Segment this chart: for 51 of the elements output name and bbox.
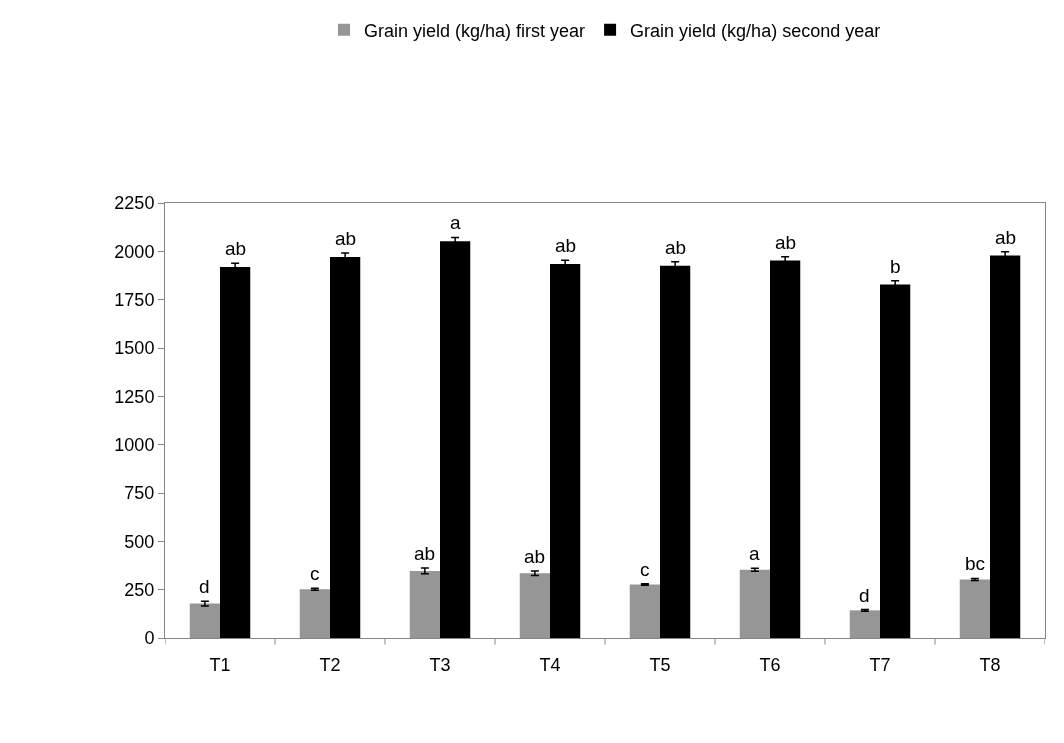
x-tick-label: T2 [319, 654, 341, 675]
bar [299, 589, 330, 638]
data-label: d [199, 576, 210, 597]
bar [220, 266, 251, 638]
y-tick-label: 1500 [114, 338, 155, 359]
y-tick-label: 750 [124, 483, 155, 504]
bar [739, 569, 770, 638]
y-tick-label: 2250 [114, 193, 155, 214]
y-tick-label: 500 [124, 531, 155, 552]
y-tick-label: 1000 [114, 434, 155, 455]
x-tick-label: T3 [429, 654, 451, 675]
bar [189, 603, 220, 638]
legend-label: Grain yield (kg/ha) first year [364, 20, 586, 41]
bar [409, 570, 440, 638]
legend-label: Grain yield (kg/ha) second year [630, 20, 881, 41]
bar [959, 579, 990, 638]
data-label: d [859, 585, 870, 606]
data-label: c [310, 563, 320, 584]
x-tick-label: T7 [869, 654, 891, 675]
x-tick-label: T8 [979, 654, 1001, 675]
bar [880, 284, 911, 638]
data-label: bc [965, 553, 986, 574]
data-label: c [640, 559, 650, 580]
bar [629, 584, 660, 638]
data-label: ab [524, 546, 546, 567]
y-tick-label: 1750 [114, 289, 155, 310]
bar [330, 256, 361, 638]
data-label: ab [225, 238, 247, 259]
x-tick-label: T1 [209, 654, 231, 675]
x-tick-label: T4 [539, 654, 561, 675]
bar [849, 610, 880, 638]
y-tick-label: 2000 [114, 241, 155, 262]
data-label: ab [414, 543, 436, 564]
data-label: ab [335, 228, 357, 249]
y-tick-label: 250 [124, 579, 155, 600]
bar [990, 255, 1021, 638]
data-label: b [890, 256, 901, 277]
x-tick-label: T5 [649, 654, 671, 675]
bar [660, 265, 691, 638]
bar [440, 241, 471, 638]
data-label: a [749, 543, 760, 564]
bar [519, 573, 550, 638]
x-tick-label: T6 [759, 654, 781, 675]
data-label: ab [555, 235, 577, 256]
y-tick-label: 0 [144, 628, 155, 649]
data-label: ab [995, 227, 1017, 248]
bar [770, 260, 801, 638]
data-label: ab [775, 232, 797, 253]
data-label: a [450, 212, 461, 233]
data-label: ab [665, 237, 687, 258]
y-tick-label: 1250 [114, 386, 155, 407]
